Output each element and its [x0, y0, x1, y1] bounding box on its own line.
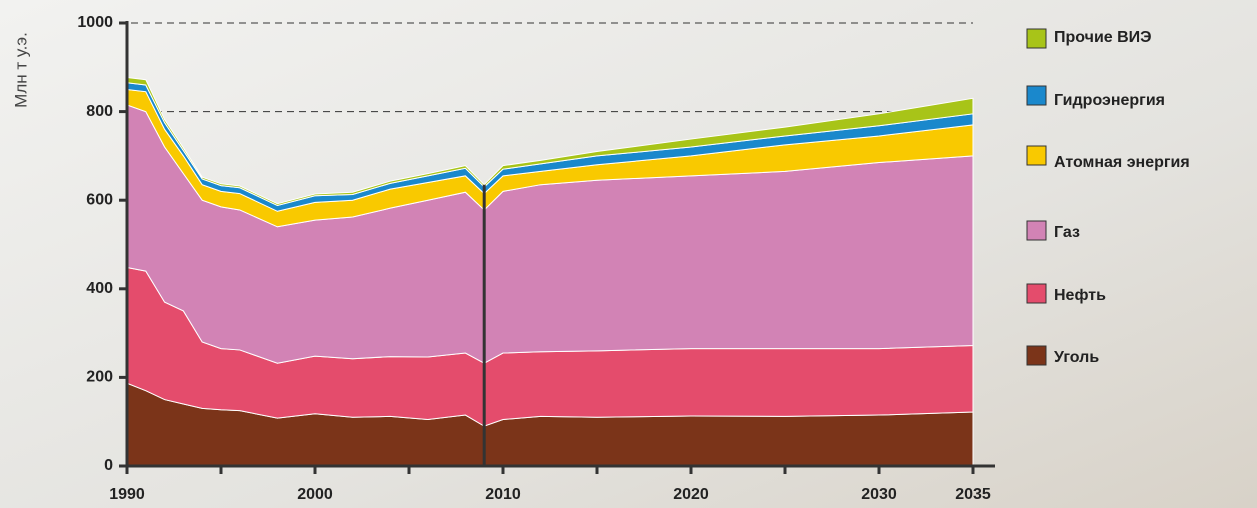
legend-label: Газ — [1054, 224, 1080, 241]
legend-swatch — [1027, 146, 1046, 165]
legend-label: Нефть — [1054, 287, 1106, 304]
legend-swatch — [1027, 221, 1046, 240]
x-tick-label: 2010 — [485, 486, 521, 503]
legend-label: Гидроэнергия — [1054, 92, 1165, 109]
legend-swatch — [1027, 284, 1046, 303]
x-tick-label: 2035 — [955, 486, 991, 503]
y-tick-label: 400 — [86, 280, 113, 297]
x-tick-label: 1990 — [109, 486, 145, 503]
y-tick-label: 1000 — [77, 14, 113, 31]
legend-label: Атомная энергия — [1054, 154, 1190, 171]
y-tick-label: 600 — [86, 191, 113, 208]
y-tick-label: 200 — [86, 369, 113, 386]
legend-swatch — [1027, 29, 1046, 48]
legend-swatch — [1027, 86, 1046, 105]
legend-label: Прочие ВИЭ — [1054, 29, 1152, 46]
x-tick-label: 2000 — [297, 486, 333, 503]
y-tick-label: 800 — [86, 103, 113, 120]
y-tick-label: 0 — [104, 457, 113, 474]
chart: Млн т у.э. 0 200 400 600 800 1000 1990 2000 2010… — [0, 0, 1257, 508]
page: {"chart_data": {"type": "stacked_area", … — [0, 0, 1257, 508]
legend-label: Уголь — [1054, 349, 1099, 366]
legend-swatch — [1027, 346, 1046, 365]
y-axis-label: Млн т у.э. — [11, 32, 30, 108]
x-tick-label: 2030 — [861, 486, 897, 503]
x-tick-label: 2020 — [673, 486, 709, 503]
